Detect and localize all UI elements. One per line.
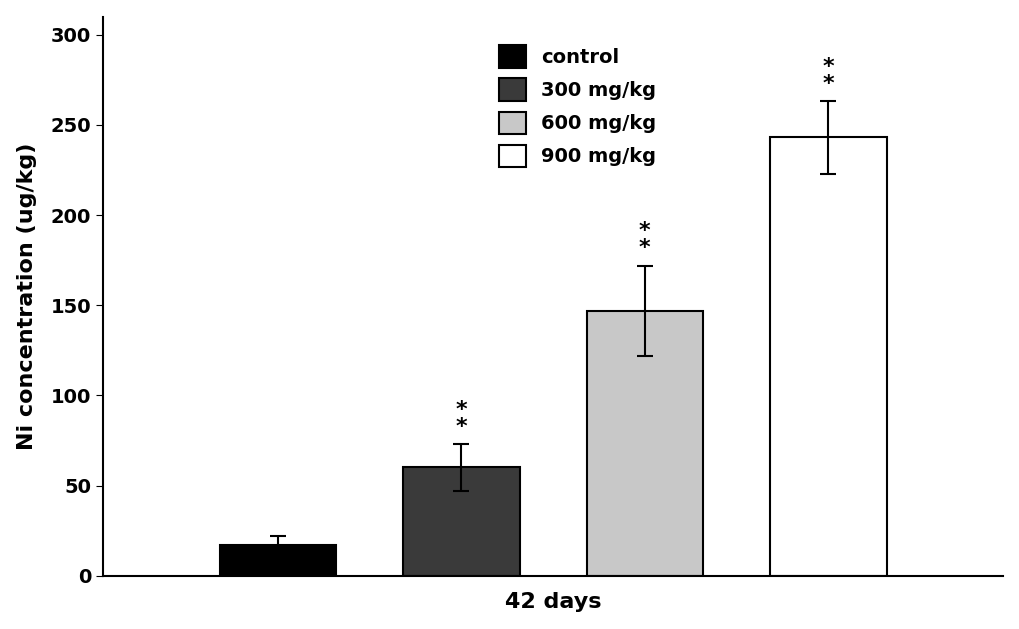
Y-axis label: Ni concentration (ug/kg): Ni concentration (ug/kg) — [16, 143, 37, 450]
Text: *: * — [639, 221, 650, 241]
Bar — [403, 467, 520, 576]
Text: *: * — [821, 74, 834, 94]
Text: *: * — [821, 57, 834, 77]
Legend: control, 300 mg/kg, 600 mg/kg, 900 mg/kg: control, 300 mg/kg, 600 mg/kg, 900 mg/kg — [490, 38, 663, 175]
Text: *: * — [639, 238, 650, 259]
Text: *: * — [455, 399, 467, 420]
Text: *: * — [455, 417, 467, 437]
Bar — [769, 138, 886, 576]
Bar — [219, 545, 336, 576]
X-axis label: 42 days: 42 days — [504, 593, 601, 613]
Bar — [586, 311, 702, 576]
